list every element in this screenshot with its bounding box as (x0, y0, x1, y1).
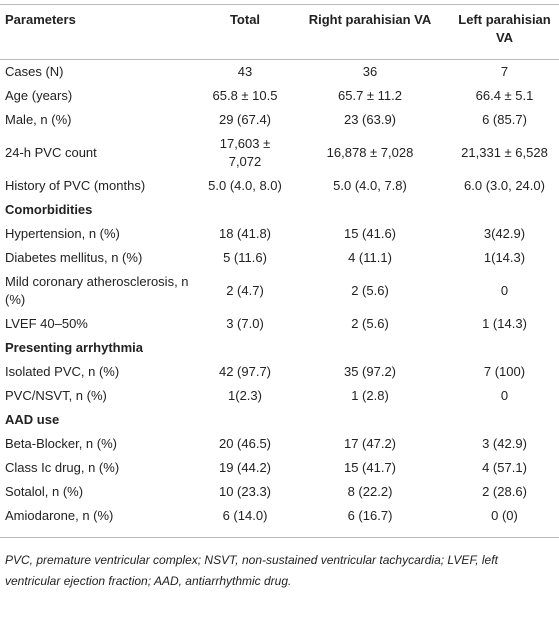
cell: 36 (362, 64, 378, 79)
cell: 1 (14.3) (482, 316, 527, 331)
cell: 16,878 ± 7,028 (326, 145, 414, 160)
page: Parameters Total Right parahisian VA Left p… (0, 4, 559, 639)
cell: 6.0 (3.0, 24.0) (464, 178, 545, 193)
cell: 10 (23.3) (218, 484, 272, 499)
cell: 8 (22.2) (347, 484, 393, 499)
cell: 1(14.3) (483, 250, 526, 265)
cell: 2 (5.6) (351, 316, 389, 331)
cell: 19 (44.2) (218, 460, 272, 475)
data-row: Sotalol, n (%) 10 (23.3) 8 (22.2) 2 (28.6) (0, 480, 559, 504)
data-table: Parameters Total Right parahisian VA Left p… (0, 4, 559, 538)
cell: 18 (41.8) (218, 226, 272, 241)
table-body: Cases (N) 43 36 7 Age (years) 65.8 ± 10.5 65.7… (0, 60, 559, 538)
footnote: PVC, premature ventricular complex; NSVT… (5, 553, 498, 588)
cell: 5.0 (4.0, 8.0) (208, 178, 282, 193)
section-row: Comorbidities (0, 198, 559, 222)
cell: 43 (237, 64, 253, 79)
row-label: History of PVC (months) (5, 178, 146, 193)
row-label: Beta-Blocker, n (%) (5, 436, 117, 451)
cell: 20 (46.5) (218, 436, 272, 451)
row-label: Hypertension, n (%) (5, 226, 120, 241)
header-cell: Parameters (0, 4, 200, 60)
row-label: Amiodarone, n (%) (0, 504, 200, 538)
section-label: AAD use (5, 412, 60, 427)
cell: 1(2.3) (228, 388, 262, 403)
cell: 0 (500, 283, 509, 298)
cell: 2 (28.6) (482, 484, 527, 499)
row-label: Isolated PVC, n (%) (5, 364, 120, 379)
row-label: Sotalol, n (%) (5, 484, 84, 499)
cell: 65.8 ± 10.5 (212, 88, 278, 103)
cell: 4 (11.1) (348, 250, 392, 265)
row-label: Cases (N) (5, 64, 64, 79)
data-row: History of PVC (months) 5.0 (4.0, 8.0) 5.0… (0, 174, 559, 198)
data-row: 24-h PVC count 17,603 ± 7,072 16,878 ± 7,0… (0, 132, 559, 174)
data-row: Diabetes mellitus, n (%) 5 (11.6) 4 (11.1)… (0, 246, 559, 270)
data-row: Mild coronary atherosclerosis, n (%) 2 (4… (0, 270, 559, 312)
cell: 6 (16.7) (290, 504, 450, 538)
row-label: Age (years) (5, 88, 73, 103)
cell: 17 (47.2) (343, 436, 397, 451)
cell: 4 (57.1) (482, 460, 527, 475)
row-label: Diabetes mellitus, n (%) (5, 250, 143, 265)
cell: 3 (42.9) (482, 436, 527, 451)
section-label: Presenting arrhythmia (5, 340, 143, 355)
cell: 7 (500, 64, 509, 79)
data-row: Isolated PVC, n (%) 42 (97.7) 35 (97.2) 7 (… (0, 360, 559, 384)
header-cell: Total (200, 4, 290, 60)
cell: 3(42.9) (483, 226, 526, 241)
cell: 1 (2.8) (351, 388, 389, 403)
row-label: Class Ic drug, n (%) (5, 460, 120, 475)
cell: 15 (41.6) (343, 226, 397, 241)
data-row: PVC/NSVT, n (%) 1(2.3) 1 (2.8) 0 (0, 384, 559, 408)
cell: 0 (0) (450, 504, 559, 538)
data-row: Amiodarone, n (%) 6 (14.0) 6 (16.7) 0 (0) (0, 504, 559, 538)
data-row: Cases (N) 43 36 7 (0, 60, 559, 85)
header-cell: Left parahisian VA (450, 4, 559, 60)
data-row: Beta-Blocker, n (%) 20 (46.5) 17 (47.2) 3 (… (0, 432, 559, 456)
row-label: LVEF 40–50% (5, 316, 88, 331)
cell: 65.7 ± 11.2 (338, 88, 402, 103)
cell: 5 (11.6) (223, 250, 267, 265)
row-label: Male, n (%) (5, 112, 72, 127)
data-row: LVEF 40–50% 3 (7.0) 2 (5.6) 1 (14.3) (0, 312, 559, 336)
cell: 5.0 (4.0, 7.8) (333, 178, 407, 193)
data-row: Male, n (%) 29 (67.4) 23 (63.9) 6 (85.7) (0, 108, 559, 132)
cell: 17,603 ± 7,072 (219, 136, 271, 169)
cell: 3 (7.0) (226, 316, 264, 331)
cell: 29 (67.4) (218, 112, 272, 127)
cell: 2 (4.7) (226, 283, 264, 298)
cell: 6 (14.0) (200, 504, 290, 538)
data-row: Hypertension, n (%) 18 (41.8) 15 (41.6) 3(4… (0, 222, 559, 246)
row-label: Mild coronary atherosclerosis, n (%) (5, 274, 189, 307)
cell: 21,331 ± 6,528 (461, 145, 548, 160)
header-cell: Right parahisian VA (290, 4, 450, 60)
cell: 6 (85.7) (482, 112, 527, 127)
section-row: AAD use (0, 408, 559, 432)
section-row: Presenting arrhythmia (0, 336, 559, 360)
data-row: Class Ic drug, n (%) 19 (44.2) 15 (41.7) 4 … (0, 456, 559, 480)
cell: 0 (500, 388, 509, 403)
header-row: Parameters Total Right parahisian VA Left p… (0, 4, 559, 60)
cell: 7 (100) (483, 364, 526, 379)
cell: 66.4 ± 5.1 (475, 88, 534, 103)
data-row: Age (years) 65.8 ± 10.5 65.7 ± 11.2 66.4 ± … (0, 84, 559, 108)
cell: 15 (41.7) (343, 460, 397, 475)
cell: 35 (97.2) (343, 364, 397, 379)
cell: 2 (5.6) (351, 283, 389, 298)
row-label: PVC/NSVT, n (%) (5, 388, 107, 403)
cell: 23 (63.9) (343, 112, 397, 127)
cell: 42 (97.7) (218, 364, 272, 379)
row-label: 24-h PVC count (5, 145, 97, 160)
section-label: Comorbidities (5, 202, 93, 217)
